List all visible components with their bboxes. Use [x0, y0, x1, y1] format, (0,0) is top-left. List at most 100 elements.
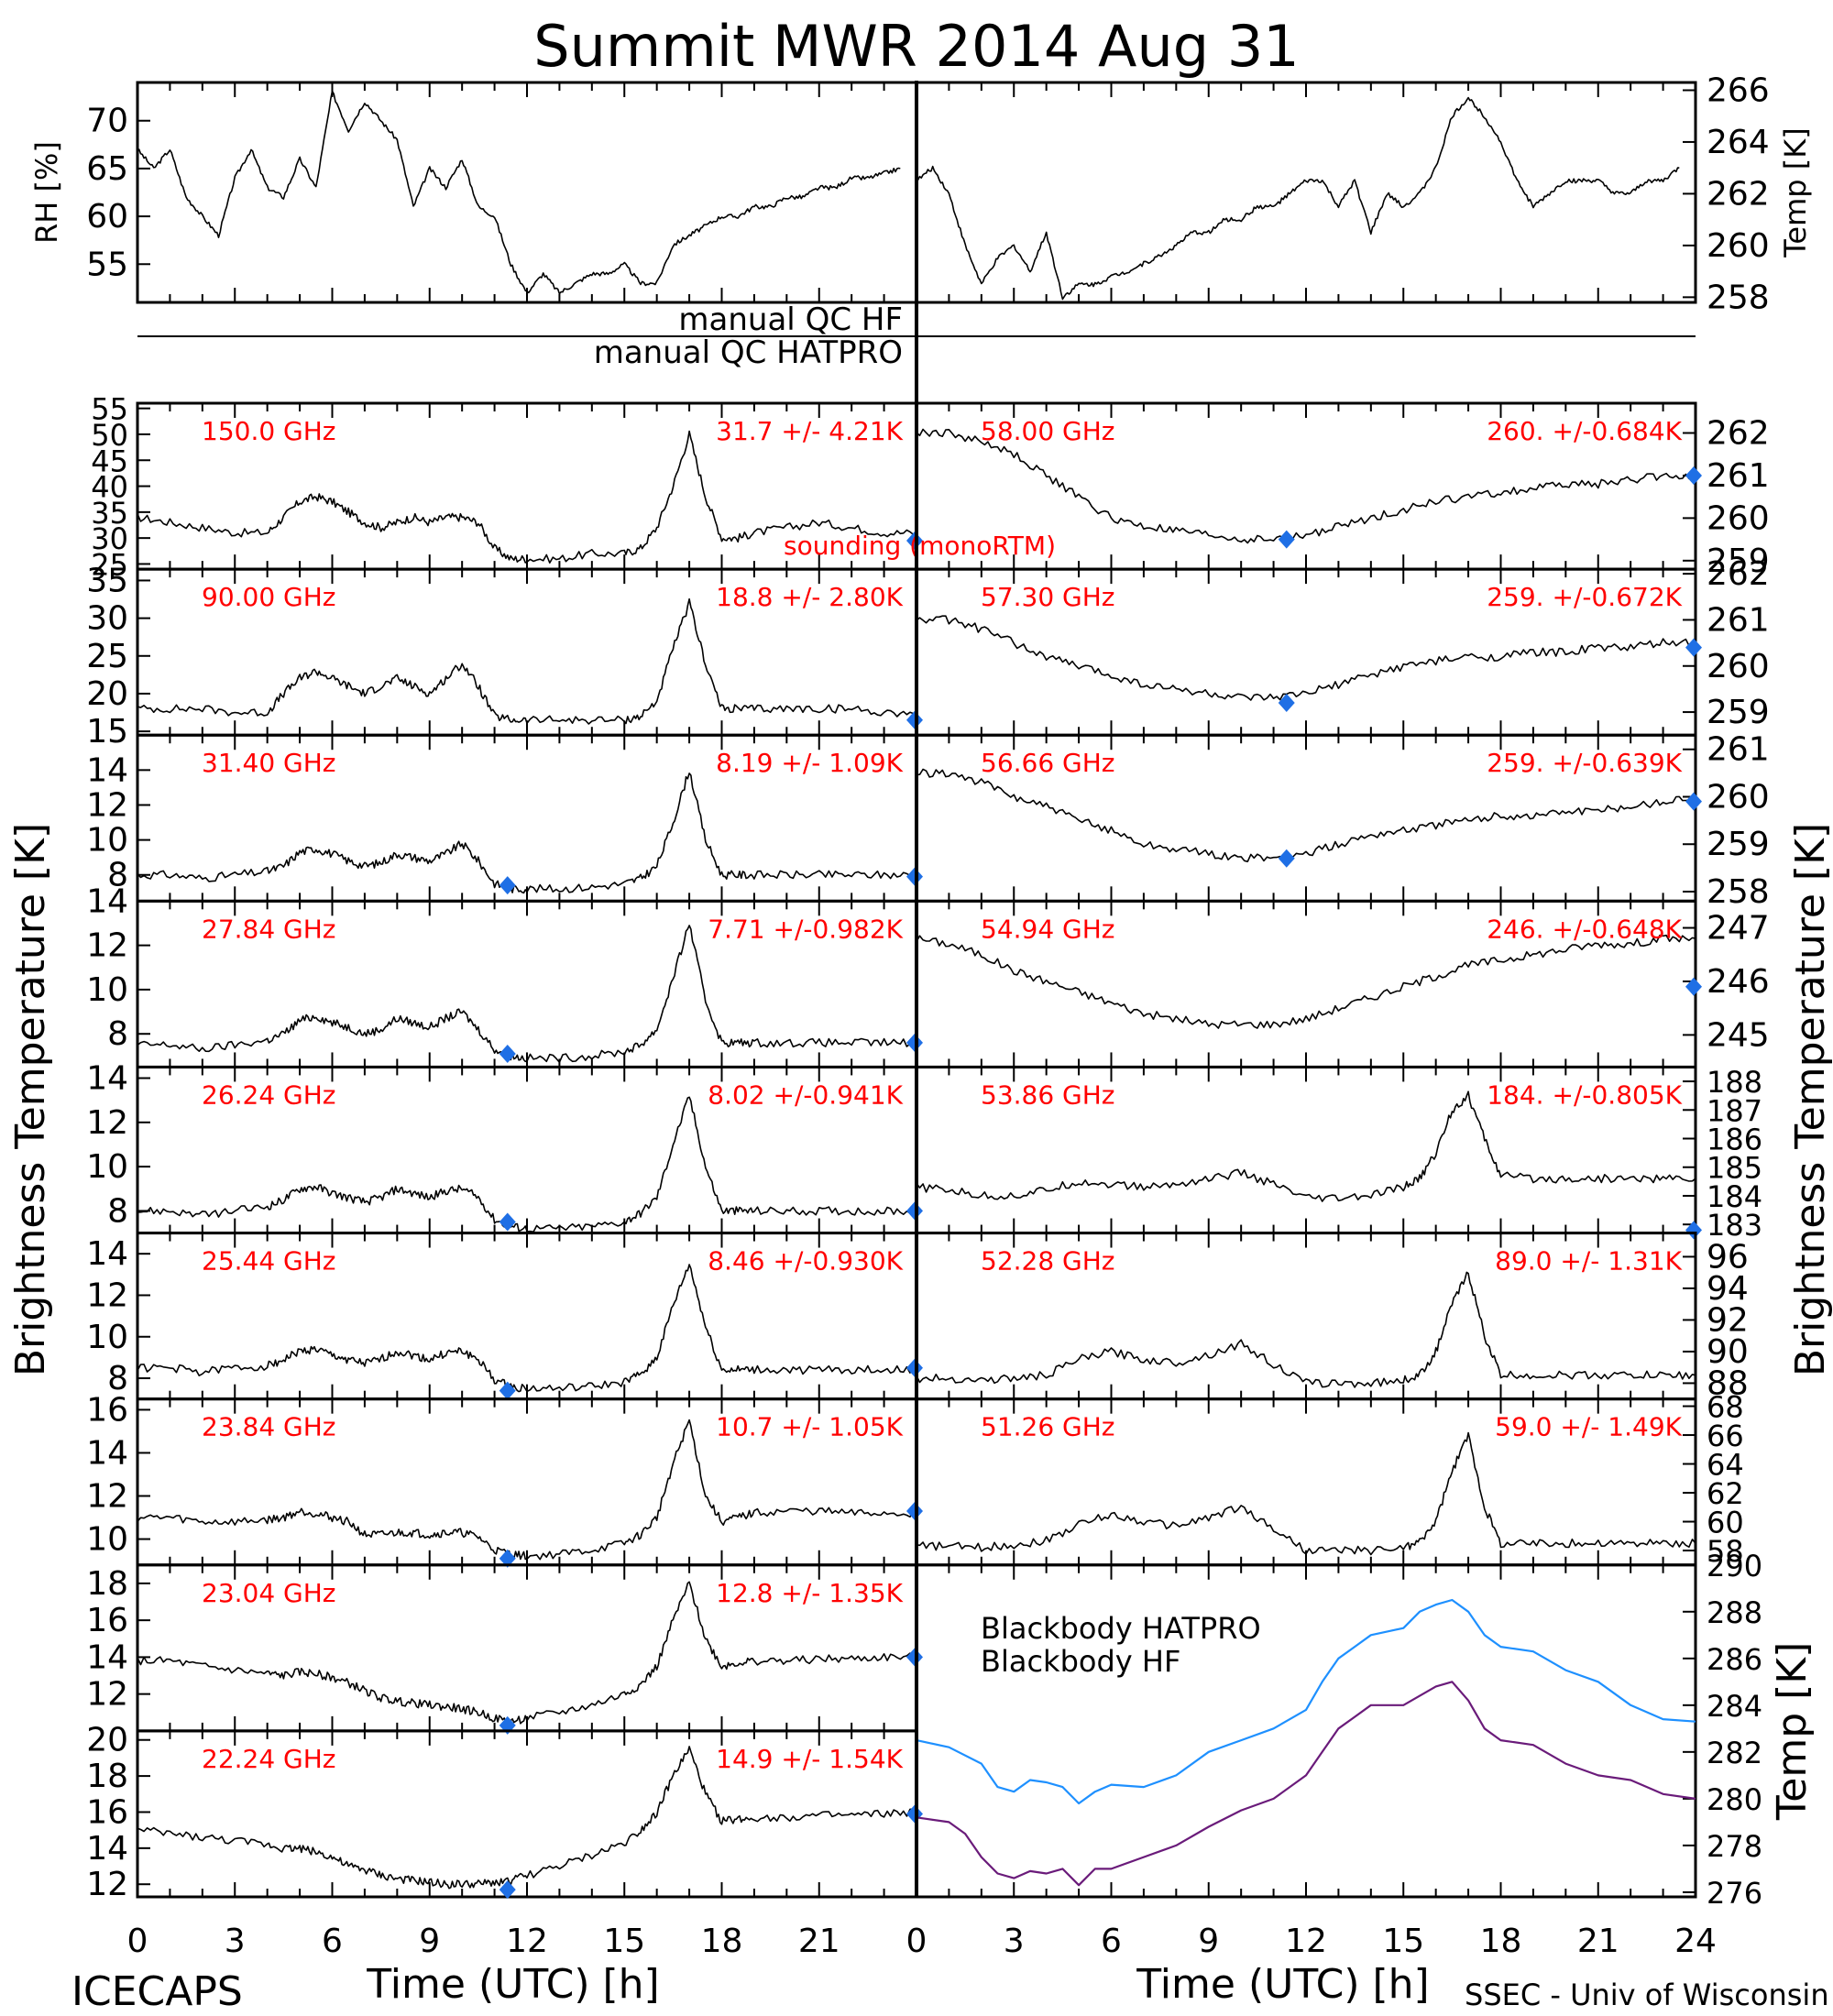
- channel-stat: 14.9 +/- 1.54K: [716, 1744, 903, 1774]
- xtick-label-right: 6: [1101, 1923, 1122, 1960]
- channel-stat: 31.7 +/- 4.21K: [716, 416, 903, 446]
- ytick-label: 35: [86, 562, 128, 599]
- ytick-label: 14: [86, 751, 128, 789]
- series-line-hatpro: [916, 1598, 1696, 1805]
- channel-stat: 8.19 +/- 1.09K: [716, 748, 903, 778]
- channel-label: 58.00 GHz: [981, 416, 1115, 446]
- ytick-label: 10: [86, 1521, 128, 1559]
- trace-line-ch150: [137, 430, 917, 564]
- sounding-legend: sounding (monoRTM): [784, 531, 1056, 561]
- channel-stat: 12.8 +/- 1.35K: [716, 1578, 903, 1608]
- ytick-label: 282: [1707, 1736, 1762, 1770]
- ytick-label: 14: [86, 1638, 128, 1676]
- ytick-label: 187: [1707, 1093, 1762, 1128]
- channel-label: 26.24 GHz: [202, 1079, 336, 1110]
- qc-hatpro-label: manual QC HATPRO: [594, 334, 903, 371]
- ytick-label: 261: [1707, 731, 1770, 769]
- sounding-point: [499, 1212, 516, 1232]
- channel-label: 23.84 GHz: [202, 1412, 336, 1442]
- panel-ch58: 259 260 261 262 58.00 GHz 260. +/-0.684K: [915, 401, 1770, 580]
- ytick-label: 55: [91, 392, 128, 427]
- channel-stat: 59.0 +/- 1.49K: [1495, 1412, 1682, 1442]
- channel-stat: 18.8 +/- 2.80K: [716, 582, 903, 612]
- chart-title: Summit MWR 2014 Aug 31: [533, 13, 1299, 80]
- sounding-point: [1278, 530, 1295, 549]
- trace-line-ch26: [137, 1096, 917, 1233]
- series-line-hf: [916, 1681, 1696, 1887]
- qc-hf-label: manual QC HF: [678, 301, 903, 338]
- panel-blackbody: 276 278 280 282 284 286 288 290 Temp [K] Blackbod…: [915, 1549, 1816, 1911]
- channel-label: 53.86 GHz: [981, 1079, 1115, 1110]
- ytick-label: 259: [1707, 694, 1770, 731]
- ytick-label: 20: [86, 675, 128, 713]
- channel-label: 56.66 GHz: [981, 748, 1115, 778]
- trace-line-ch23_04: [137, 1581, 917, 1726]
- trace-line-ch22: [137, 1746, 917, 1890]
- ytick-label: 40: [91, 470, 128, 505]
- channel-label: 22.24 GHz: [202, 1744, 336, 1774]
- ytick-label: 246: [1707, 963, 1770, 1001]
- ytick-label: 18: [86, 1565, 128, 1603]
- trace-line-rh: [137, 90, 901, 295]
- trace-line-ch31: [137, 772, 917, 894]
- right-ylabel: Brightness Temperature [K]: [1787, 823, 1833, 1376]
- ytick-label: 88: [1707, 1364, 1749, 1402]
- ytick-label: 16: [86, 1602, 128, 1639]
- panel-rh: 55 60 65 70 RH [%]: [29, 81, 918, 304]
- ytick-label: 62: [1707, 1476, 1744, 1511]
- channel-label: 25.44 GHz: [202, 1246, 336, 1276]
- xtick-label-left: 6: [322, 1923, 343, 1960]
- ytick-label: 260: [1707, 227, 1770, 265]
- ytick-label: 12: [86, 927, 128, 965]
- sounding-point: [1278, 694, 1295, 713]
- panel-frame-rh: [136, 81, 918, 304]
- ytick-label: 12: [86, 1676, 128, 1714]
- ytick-label: 286: [1707, 1642, 1762, 1677]
- trace-line-ch23_84: [137, 1419, 917, 1561]
- ytick-label: 12: [86, 1478, 128, 1516]
- ytick-label: 94: [1707, 1270, 1749, 1308]
- xtick-label-right: 24: [1674, 1923, 1717, 1960]
- legend-hatpro: Blackbody HATPRO: [981, 1611, 1261, 1646]
- left-ylabel: Brightness Temperature [K]: [7, 823, 54, 1376]
- channel-stat: 8.46 +/-0.930K: [708, 1246, 903, 1276]
- ytick-label: 247: [1707, 910, 1770, 948]
- ytick-label: 15: [86, 713, 128, 751]
- sounding-point: [1685, 1221, 1702, 1240]
- ytick-label: 20: [86, 1722, 128, 1759]
- ytick-label: 35: [91, 496, 128, 531]
- ytick-label: 25: [86, 638, 128, 675]
- ytick-label: 25: [91, 547, 128, 582]
- ytick-label: 14: [86, 1434, 128, 1472]
- sounding-point: [1685, 792, 1702, 811]
- ytick-label: 30: [86, 600, 128, 638]
- ytick-label: 55: [86, 246, 128, 283]
- panel-ylabel-blackbody: Temp [K]: [1769, 1642, 1816, 1821]
- ytick-label: 288: [1707, 1595, 1762, 1630]
- ytick-label: 8: [107, 1192, 128, 1230]
- trace-line-ch54: [916, 934, 1696, 1029]
- sounding-point: [499, 1880, 516, 1900]
- ytick-label: 14: [86, 1060, 128, 1098]
- ytick-label: 10: [86, 1319, 128, 1356]
- channel-stat: 259. +/-0.639K: [1487, 748, 1682, 778]
- ytick-label: 262: [1707, 555, 1770, 593]
- ytick-label: 30: [91, 521, 128, 556]
- xtick-label-right: 12: [1285, 1923, 1327, 1960]
- ytick-label: 284: [1707, 1689, 1762, 1724]
- ytick-label: 262: [1707, 415, 1770, 453]
- left-xlabel: Time (UTC) [h]: [366, 1961, 659, 2008]
- ytick-label: 70: [86, 103, 128, 140]
- channel-label: 150.0 GHz: [202, 416, 336, 446]
- xtick-label-right: 3: [1004, 1923, 1025, 1960]
- ytick-label: 8: [107, 1360, 128, 1397]
- panel-ch57: 259 260 261 262 57.30 GHz 259. +/-0.672K: [915, 555, 1770, 737]
- xtick-label-right: 21: [1577, 1923, 1619, 1960]
- trace-line-ch27: [137, 925, 917, 1064]
